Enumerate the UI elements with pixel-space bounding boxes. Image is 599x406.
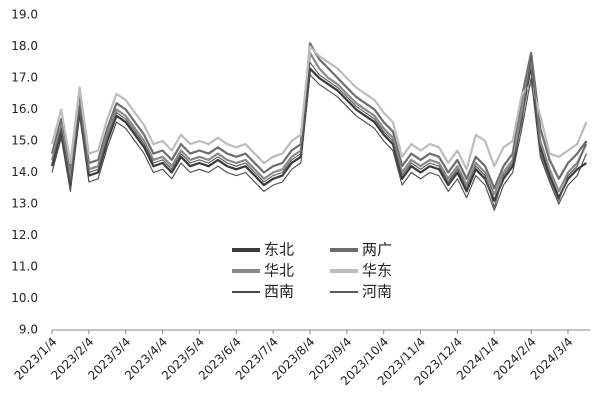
series-line — [50, 51, 588, 196]
series-line — [50, 45, 588, 171]
legend-label: 华北 — [264, 262, 294, 280]
series-line — [50, 64, 588, 202]
legend-label: 西南 — [264, 283, 294, 301]
y-tick-label: 19.0 — [11, 8, 38, 22]
y-tick-label: 10.0 — [11, 291, 38, 305]
y-tick-label: 14.0 — [11, 165, 38, 179]
y-tick-label: 16.0 — [11, 102, 38, 116]
series-line — [51, 74, 587, 211]
series-line — [51, 55, 587, 208]
y-tick-label: 18.0 — [11, 39, 38, 53]
y-tick-label: 17.0 — [11, 71, 38, 85]
y-tick-label: 13.0 — [11, 197, 38, 211]
y-tick-label: 15.0 — [11, 134, 38, 148]
legend-label: 东北 — [264, 241, 294, 259]
series-line — [50, 42, 588, 190]
legend-label: 河南 — [362, 283, 392, 301]
y-tick-label: 9.0 — [19, 323, 38, 337]
legend-label: 两广 — [362, 241, 392, 259]
legend-label: 华东 — [362, 262, 392, 280]
y-tick-label: 12.0 — [11, 228, 38, 242]
y-tick-label: 11.0 — [11, 260, 38, 274]
